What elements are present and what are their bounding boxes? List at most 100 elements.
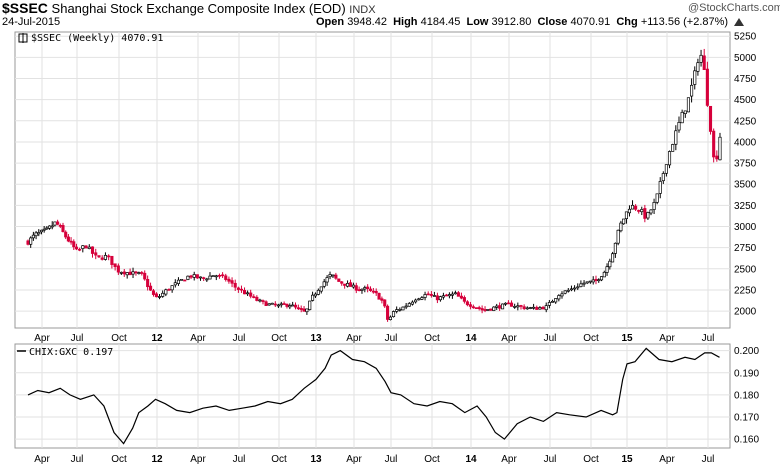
candle-body [125, 272, 129, 276]
chart-header: $SSEC Shanghai Stock Exchange Composite … [0, 0, 780, 32]
candle-body [267, 303, 271, 306]
x-tick-label: Oct [271, 454, 287, 465]
x-tick-label: Apr [346, 333, 362, 344]
candle-body [270, 302, 274, 305]
candle-body [134, 271, 138, 274]
candle-body [87, 246, 91, 249]
x-tick-label: Jul [71, 333, 84, 344]
candle-body [192, 274, 196, 278]
candle-body [343, 283, 347, 286]
candle-body [680, 111, 684, 124]
open-value: 3948.42 [347, 16, 387, 28]
candle-body [380, 298, 384, 301]
candle-body [677, 122, 681, 131]
candle-body [386, 305, 390, 320]
candle-body [74, 246, 79, 250]
ratio-y-tick-label: 0.170 [734, 413, 759, 424]
candle-body [221, 274, 225, 277]
candle-body [509, 302, 514, 307]
candle-body [337, 278, 341, 282]
candle-body [308, 300, 312, 310]
price-y-tick-label: 4500 [734, 95, 757, 106]
candle-body [110, 255, 114, 265]
candle-body [468, 304, 472, 307]
chart-title: $SSEC Shanghai Stock Exchange Composite … [2, 0, 376, 16]
candle-body [525, 307, 529, 310]
candle-body [351, 284, 355, 288]
candle-body [573, 287, 577, 290]
candle-body [183, 279, 187, 282]
candle-body [566, 289, 570, 292]
candle-body [90, 246, 95, 254]
candle-body [205, 278, 209, 281]
x-tick-label: Oct [583, 454, 599, 465]
candle-body [366, 286, 370, 290]
x-tick-label: 12 [151, 454, 163, 465]
candle-body [532, 306, 536, 309]
ticker-symbol: $SSEC [2, 0, 48, 16]
candle-body [410, 301, 414, 305]
candle-body [224, 275, 228, 280]
candle-body [363, 287, 367, 290]
candle-body [513, 306, 517, 308]
candle-body [671, 144, 675, 152]
x-tick-label: Apr [659, 454, 675, 465]
x-tick-label: 14 [465, 333, 477, 344]
candle-body [640, 209, 644, 213]
candle-body [311, 294, 315, 301]
candle-body [107, 255, 111, 258]
candle-body [602, 271, 606, 278]
candle-body [151, 290, 156, 295]
candle-body [227, 278, 231, 282]
x-tick-label: Jul [71, 454, 84, 465]
price-y-tick-label: 5250 [734, 32, 757, 43]
exchange-label: INDX [349, 4, 376, 16]
candle-body [56, 221, 60, 225]
price-y-tick-label: 4000 [734, 137, 757, 148]
candle-body [453, 292, 457, 295]
candle-body [186, 275, 190, 280]
x-tick-label: Apr [346, 454, 362, 465]
candle-body [47, 225, 52, 229]
candle-body [627, 208, 632, 214]
price-y-tick-label: 2750 [734, 243, 757, 254]
candle-body [699, 54, 703, 63]
candle-body [233, 282, 237, 288]
candle-body [273, 303, 277, 306]
candle-body [715, 155, 719, 160]
x-tick-label: Jul [544, 333, 557, 344]
candle-body [435, 295, 439, 301]
x-tick-label: Jul [385, 454, 398, 465]
triangle-up-icon [734, 18, 745, 27]
candle-body [66, 236, 70, 242]
candle-body [154, 293, 158, 298]
candle-body [693, 70, 697, 85]
price-panel-frame [14, 31, 731, 329]
candle-body [538, 307, 542, 310]
candle-body [299, 308, 303, 310]
candle-body [288, 305, 292, 308]
candle-body [613, 242, 617, 254]
candle-body [649, 209, 653, 214]
low-label: Low [466, 16, 489, 28]
high-value: 4184.45 [420, 16, 461, 28]
candle-body [189, 275, 193, 278]
candle-body [258, 299, 262, 302]
ohlc-readout: Open 3948.42 High 4184.45 Low 3912.80 Cl… [316, 16, 745, 28]
candle-body [417, 298, 421, 301]
ratio-y-tick-label: 0.200 [734, 346, 759, 357]
candle-body [322, 281, 326, 287]
x-tick-label: Apr [501, 333, 517, 344]
x-tick-label: Jul [702, 333, 715, 344]
candle-body [495, 305, 499, 308]
candle-body [161, 292, 165, 297]
candle-body [594, 278, 598, 281]
candle-body [547, 302, 551, 306]
candle-body [477, 307, 481, 310]
x-tick-label: Jul [702, 454, 715, 465]
candle-body [69, 240, 73, 243]
candle-body [122, 271, 126, 275]
candle-body [202, 277, 206, 279]
candle-body [474, 307, 478, 310]
candle-body [131, 271, 135, 275]
